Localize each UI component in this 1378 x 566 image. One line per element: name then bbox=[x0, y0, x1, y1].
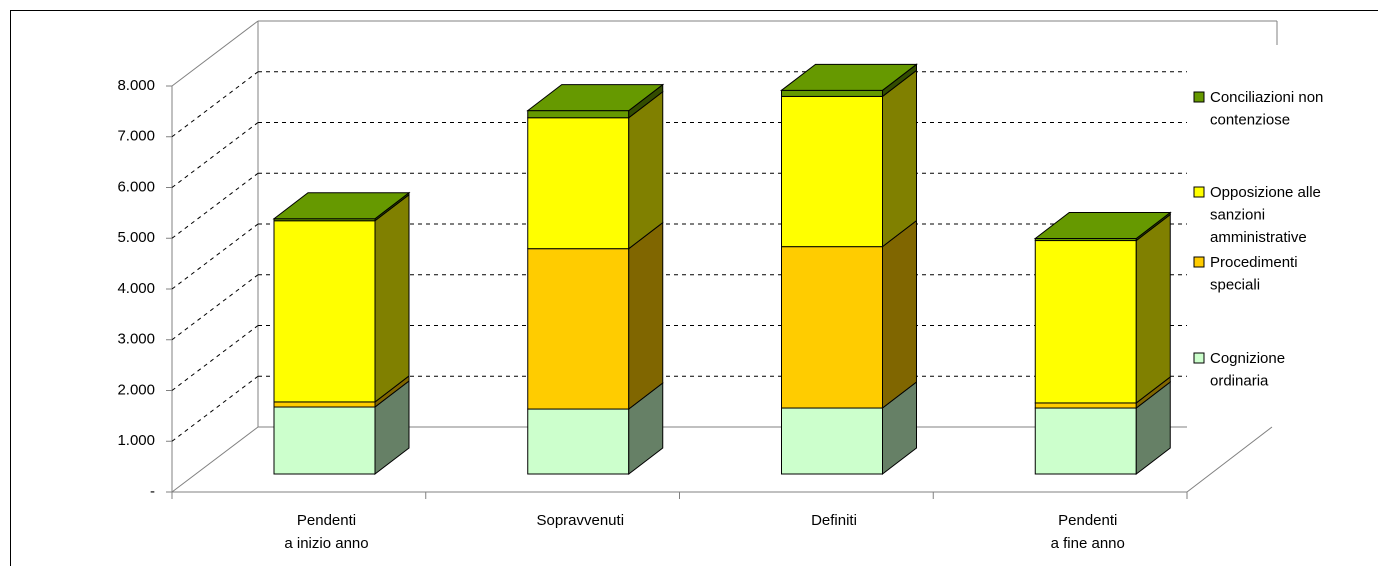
bar-side bbox=[1135, 213, 1171, 404]
bar-front bbox=[527, 248, 630, 410]
bar-top bbox=[526, 84, 665, 112]
y-tick-label: 8.000 bbox=[117, 77, 155, 94]
legend-label: Cognizione bbox=[1210, 350, 1285, 367]
bar-side bbox=[374, 193, 410, 403]
x-tick-label: Definiti bbox=[811, 512, 857, 529]
legend-swatch bbox=[1193, 91, 1205, 103]
side-grid-line bbox=[171, 223, 259, 290]
x-tick-label: Pendenti bbox=[297, 512, 356, 529]
y-tick-label: 2.000 bbox=[117, 381, 155, 398]
x-tick-label: Sopravvenuti bbox=[536, 512, 624, 529]
bar-front bbox=[781, 407, 883, 475]
legend-swatch bbox=[1193, 352, 1205, 364]
bar-front bbox=[781, 95, 883, 248]
legend-label: speciali bbox=[1210, 276, 1260, 293]
legend-label: amministrative bbox=[1210, 229, 1307, 246]
bar-front bbox=[273, 220, 376, 403]
chart-border bbox=[10, 10, 1378, 566]
x-tick-label: a inizio anno bbox=[284, 535, 368, 552]
legend-label: Opposizione alle bbox=[1210, 184, 1321, 201]
bar-side bbox=[628, 90, 664, 250]
floor-left-edge bbox=[171, 426, 259, 493]
x-tick-label: Pendenti bbox=[1058, 512, 1117, 529]
bar-front bbox=[781, 246, 883, 409]
legend-label: ordinaria bbox=[1210, 372, 1269, 389]
bar-front bbox=[781, 89, 883, 97]
bar-side bbox=[882, 69, 917, 248]
y-tick-label: 7.000 bbox=[117, 128, 155, 145]
bar-front bbox=[527, 408, 630, 475]
bar-top bbox=[1033, 212, 1172, 240]
y-tick-label: 4.000 bbox=[117, 280, 155, 297]
side-grid-line bbox=[171, 274, 259, 341]
bar-front bbox=[527, 117, 630, 250]
bar-side bbox=[882, 219, 917, 410]
legend-label: Conciliazioni non bbox=[1210, 89, 1323, 106]
legend-label: contenziose bbox=[1210, 111, 1290, 128]
y-tick-label: 3.000 bbox=[117, 331, 155, 348]
side-grid-line bbox=[171, 172, 259, 239]
bar-front bbox=[1034, 240, 1137, 404]
y-tick-label: - bbox=[150, 483, 155, 500]
legend-label: Procedimenti bbox=[1210, 254, 1298, 271]
side-wall-top bbox=[171, 20, 259, 87]
side-grid-line bbox=[171, 122, 259, 188]
bar-front bbox=[273, 406, 376, 475]
y-tick-label: 6.000 bbox=[117, 178, 155, 195]
side-grid-line bbox=[171, 325, 259, 391]
side-grid-line bbox=[171, 71, 259, 138]
x-tick-label: a fine anno bbox=[1051, 535, 1125, 552]
legend-swatch bbox=[1193, 186, 1205, 198]
bar-side bbox=[628, 221, 664, 411]
floor-right-edge bbox=[1186, 426, 1273, 493]
bar-top bbox=[272, 192, 411, 220]
y-tick-label: 1.000 bbox=[117, 432, 155, 449]
bar-front bbox=[527, 110, 630, 119]
bar-top bbox=[780, 63, 918, 91]
side-grid-line bbox=[171, 375, 259, 442]
legend-swatch bbox=[1193, 256, 1205, 268]
bar-front bbox=[273, 401, 376, 408]
legend-label: sanzioni bbox=[1210, 206, 1265, 223]
bar-front bbox=[1034, 407, 1137, 475]
y-tick-label: 5.000 bbox=[117, 229, 155, 246]
bar-front bbox=[1034, 402, 1137, 409]
